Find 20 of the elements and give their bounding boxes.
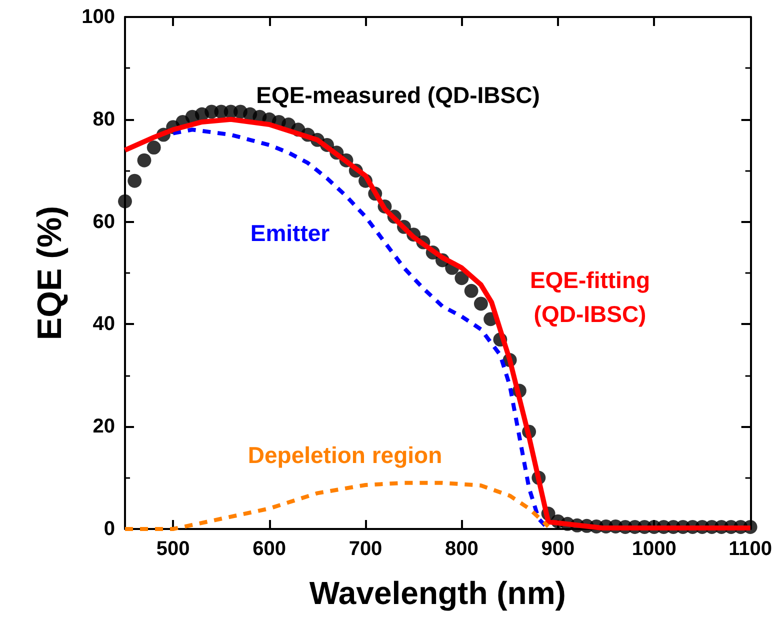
x-tick-label: 1000 [632, 538, 676, 560]
series-label: EQE-fitting (QD-IBSC) [530, 267, 650, 327]
series-label: EQE-measured (QD-IBSC) [256, 82, 540, 108]
x-tick-label: 700 [348, 538, 382, 560]
y-tick-label: 0 [104, 518, 115, 540]
y-tick-label: 100 [82, 6, 115, 28]
y-tick-label: 20 [92, 416, 115, 438]
line-series [123, 480, 550, 531]
x-tick-label: 900 [541, 538, 575, 560]
x-tick-label: 500 [156, 538, 190, 560]
series-label: Emitter [250, 220, 330, 246]
y-tick-label: 40 [92, 313, 115, 336]
x-tick-label: 600 [252, 538, 286, 560]
x-tick-label: 1100 [728, 538, 772, 560]
y-tick-label: 60 [92, 210, 115, 233]
x-axis-title: Wavelength (nm) [309, 575, 566, 611]
series-label: Depeletion region [248, 442, 442, 468]
y-tick-label: 80 [92, 108, 115, 130]
x-tick-label: 800 [445, 538, 478, 560]
y-axis-title: EQE (%) [31, 206, 69, 340]
